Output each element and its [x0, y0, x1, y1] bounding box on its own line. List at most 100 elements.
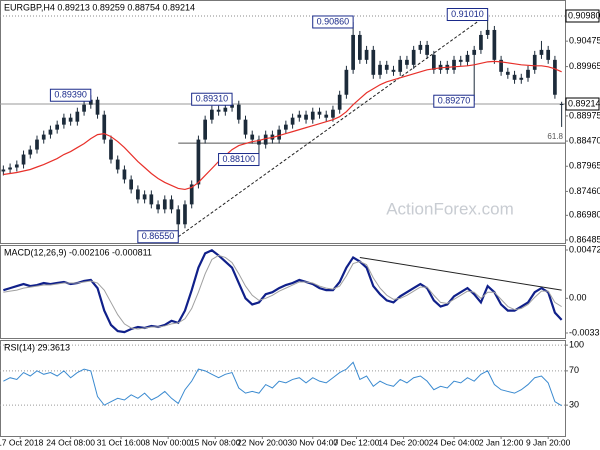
price-label-box [565, 97, 600, 111]
candle-body [48, 129, 53, 135]
candle-body [82, 104, 86, 112]
candle-body [337, 94, 342, 110]
candle-body [284, 124, 288, 130]
candle-body [452, 59, 456, 70]
candle-body [290, 117, 295, 125]
annotation-label: 0.91010 [451, 9, 484, 19]
y-tick-label: 0.87965 [569, 161, 600, 171]
candle-body [35, 139, 39, 150]
rsi-panel-frame [0, 340, 566, 437]
candle-body [162, 199, 167, 210]
candle-body [317, 111, 322, 115]
candle-body [189, 184, 194, 205]
candle-body [68, 117, 73, 122]
candle-body [95, 99, 100, 115]
candle-body [203, 119, 207, 140]
candle-body [297, 114, 302, 118]
annotation-box [218, 153, 260, 167]
candle-body [331, 109, 335, 118]
y-tick-label: 0.87460 [569, 186, 600, 196]
candle-body [142, 194, 147, 200]
candle-body [324, 114, 329, 118]
x-tick-label: 30 Nov 04:00 [287, 437, 338, 447]
x-tick-label: 17 Oct 2018 [0, 437, 44, 447]
candle-body [344, 69, 349, 95]
candle-body [458, 59, 463, 62]
candle-body [28, 149, 33, 155]
candle-body [519, 77, 524, 80]
candle-body [109, 139, 113, 160]
candle-body [223, 107, 228, 112]
candle-body [236, 104, 241, 120]
candle-body [1, 169, 6, 172]
candle-body [418, 44, 423, 50]
candle-body [351, 34, 355, 70]
y-tick-label: -0.003391 [569, 327, 600, 337]
candle-body [88, 99, 93, 105]
watermark: ActionForex.com [386, 199, 514, 218]
candle-body [216, 109, 221, 112]
candle-body [149, 194, 154, 205]
trendline [359, 256, 562, 291]
macd-panel-frame [0, 245, 566, 339]
candle-body [156, 204, 160, 210]
x-tick-label: 2 Jan 12:00 [479, 437, 524, 447]
candle-body [405, 59, 409, 65]
annotation-label: 0.89390 [54, 90, 87, 100]
candle-body [425, 44, 429, 55]
candle-body [526, 69, 530, 78]
annotation-box [446, 8, 489, 22]
candle-body [505, 71, 510, 75]
y-tick-label: 0.00 [569, 293, 587, 303]
candle-body [378, 64, 382, 75]
x-tick-label: 15 Nov 08:00 [190, 437, 241, 447]
y-tick-label: 0.86485 [569, 234, 600, 244]
annotation-box [137, 230, 179, 244]
candle-body [169, 199, 174, 210]
y-tick-label: 0.004729 [569, 244, 600, 254]
candle-body [431, 54, 436, 70]
candle-body [499, 59, 503, 72]
annotation-box [49, 88, 92, 102]
candle-body [55, 124, 60, 130]
candle-body [129, 179, 134, 190]
panel-title: EURGBP,H4 0.89213 0.89259 0.88754 0.8921… [4, 2, 195, 12]
candle-body [75, 111, 80, 122]
x-tick-label: 24 Dec 04:00 [429, 437, 480, 447]
y-tick-label: 0.86980 [569, 210, 600, 220]
candle-body [532, 54, 537, 70]
candle-body [310, 111, 315, 120]
y-tick-label: 70 [569, 365, 579, 375]
candle-body [41, 134, 46, 140]
candle-body [371, 49, 376, 75]
candle-body [398, 59, 403, 72]
candle-body [14, 164, 19, 168]
x-tick-label: 8 Nov 00:00 [145, 437, 191, 447]
candle-body [559, 104, 564, 106]
indicator-line [3, 249, 563, 334]
candle-body [263, 134, 268, 145]
candle-body [391, 69, 396, 72]
x-tick-label: 9 Jan 20:00 [526, 437, 571, 447]
annotation-box [312, 15, 354, 29]
x-tick-label: 31 Oct 16:00 [97, 437, 146, 447]
annotation-label: 0.89310 [196, 94, 229, 104]
candle-body [196, 139, 201, 185]
high-label: 0.90980 [568, 10, 600, 20]
y-tick-label: 0.89965 [569, 61, 600, 71]
candle-body [115, 159, 120, 170]
trendline [177, 14, 488, 238]
candle-body [277, 129, 281, 140]
candle-body [122, 169, 127, 180]
panel-title: MACD(12,26,9) -0.002106 -0.000811 [4, 247, 152, 257]
candle-body [21, 154, 26, 165]
y-tick-label: 0.90475 [569, 36, 600, 46]
y-tick-label: 100 [569, 340, 584, 350]
x-tick-label: 14 Dec 20:00 [378, 437, 429, 447]
candle-body [492, 29, 497, 60]
candle-body [512, 74, 517, 80]
candle-body [243, 119, 248, 135]
candle-body [411, 49, 416, 65]
